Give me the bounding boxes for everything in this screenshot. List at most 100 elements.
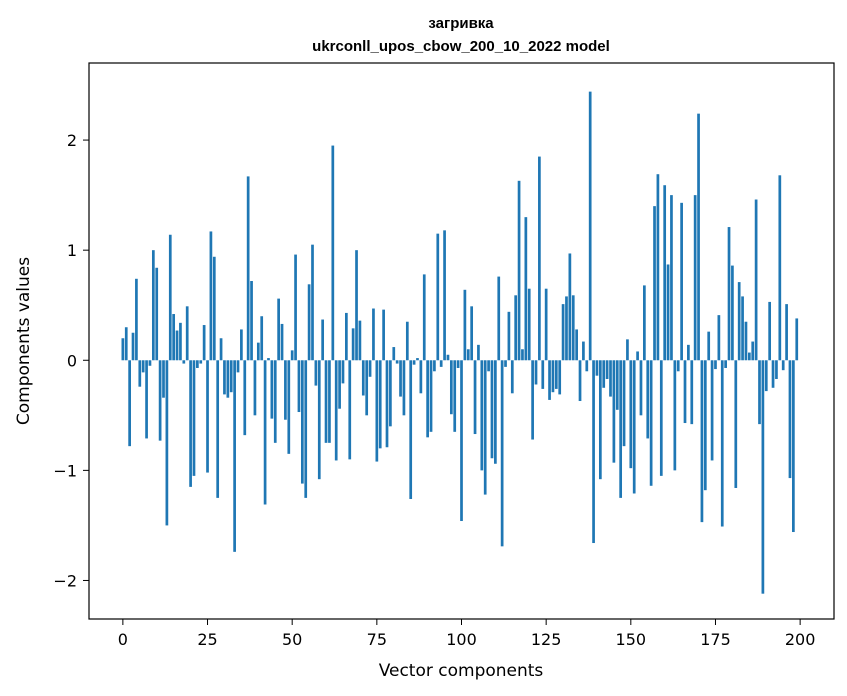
bar — [575, 329, 578, 361]
bar — [527, 288, 531, 361]
x-axis-ticks: 0 25 50 75 100 125 150 175 200 — [118, 619, 815, 649]
y-tick-label: −2 — [53, 571, 77, 590]
bar — [588, 91, 592, 361]
bar — [280, 323, 284, 361]
bar — [148, 360, 152, 366]
bar — [439, 360, 443, 367]
bar — [124, 327, 128, 361]
bar — [372, 308, 375, 361]
bar — [256, 342, 260, 361]
bar — [446, 354, 450, 361]
bar — [490, 360, 494, 459]
bar — [121, 338, 125, 361]
bar — [392, 347, 396, 361]
bar — [632, 360, 636, 494]
bar — [680, 202, 683, 361]
bar — [731, 265, 734, 361]
bar — [436, 233, 440, 361]
bar — [710, 360, 714, 461]
bar — [514, 295, 518, 361]
bar — [693, 195, 697, 361]
bar — [565, 296, 568, 361]
bar — [768, 301, 772, 361]
bar — [182, 360, 186, 364]
bar — [449, 360, 453, 415]
x-tick-label: 150 — [616, 630, 647, 649]
bar — [368, 360, 372, 377]
bar — [795, 318, 799, 361]
y-tick-label: −1 — [53, 461, 77, 480]
bar — [605, 360, 609, 379]
bar — [223, 360, 226, 395]
bar — [687, 344, 690, 361]
bar — [328, 360, 331, 443]
bar — [690, 360, 694, 425]
bar — [334, 360, 338, 461]
bar — [747, 352, 751, 361]
bar — [240, 329, 243, 361]
bar — [477, 344, 480, 361]
bar — [212, 256, 216, 361]
bar — [656, 174, 660, 361]
bar — [734, 360, 738, 488]
bar — [351, 328, 355, 361]
bar — [192, 360, 196, 476]
bar — [141, 360, 145, 373]
bar — [466, 349, 470, 361]
bar — [700, 360, 704, 523]
bar — [277, 298, 280, 361]
bar — [317, 360, 321, 480]
bar — [764, 360, 768, 392]
bar — [165, 360, 169, 526]
bar — [592, 360, 595, 544]
bar — [578, 360, 582, 402]
bar — [568, 253, 572, 361]
bar — [206, 360, 209, 473]
bar — [785, 304, 788, 361]
bar — [622, 360, 626, 447]
bar — [267, 358, 270, 361]
bar — [162, 360, 165, 398]
bar — [463, 289, 467, 361]
bar — [345, 312, 348, 361]
bar — [263, 360, 267, 505]
x-axis-label: Vector components — [379, 661, 544, 681]
bar — [636, 351, 639, 361]
bar — [649, 360, 653, 486]
x-tick-label: 175 — [700, 630, 731, 649]
bar — [378, 360, 382, 449]
bar — [480, 360, 484, 471]
y-tick-label: 1 — [67, 241, 77, 260]
bar — [561, 304, 565, 361]
bar — [541, 360, 545, 389]
bar — [500, 360, 504, 547]
bar — [676, 360, 680, 372]
bar — [287, 360, 291, 454]
bar — [341, 360, 345, 384]
bar — [385, 360, 389, 448]
chart-title: загривка — [428, 15, 494, 32]
bar — [663, 185, 667, 361]
bar — [270, 360, 274, 419]
bars-group — [121, 91, 799, 594]
bar — [544, 288, 548, 361]
bar — [659, 360, 663, 476]
bar — [321, 319, 325, 361]
bar — [290, 350, 294, 361]
bar — [612, 360, 616, 463]
bar — [727, 227, 731, 361]
bar — [233, 360, 236, 552]
bar — [629, 360, 633, 469]
x-tick-label: 125 — [531, 630, 562, 649]
bar — [497, 276, 501, 361]
bar — [151, 250, 155, 361]
bar — [456, 360, 460, 368]
bar — [507, 311, 511, 361]
bar — [778, 175, 782, 361]
bar — [754, 199, 758, 361]
bar — [307, 284, 311, 361]
bar — [670, 195, 673, 361]
bar — [199, 360, 203, 364]
bar — [548, 360, 551, 400]
bar — [521, 349, 524, 361]
